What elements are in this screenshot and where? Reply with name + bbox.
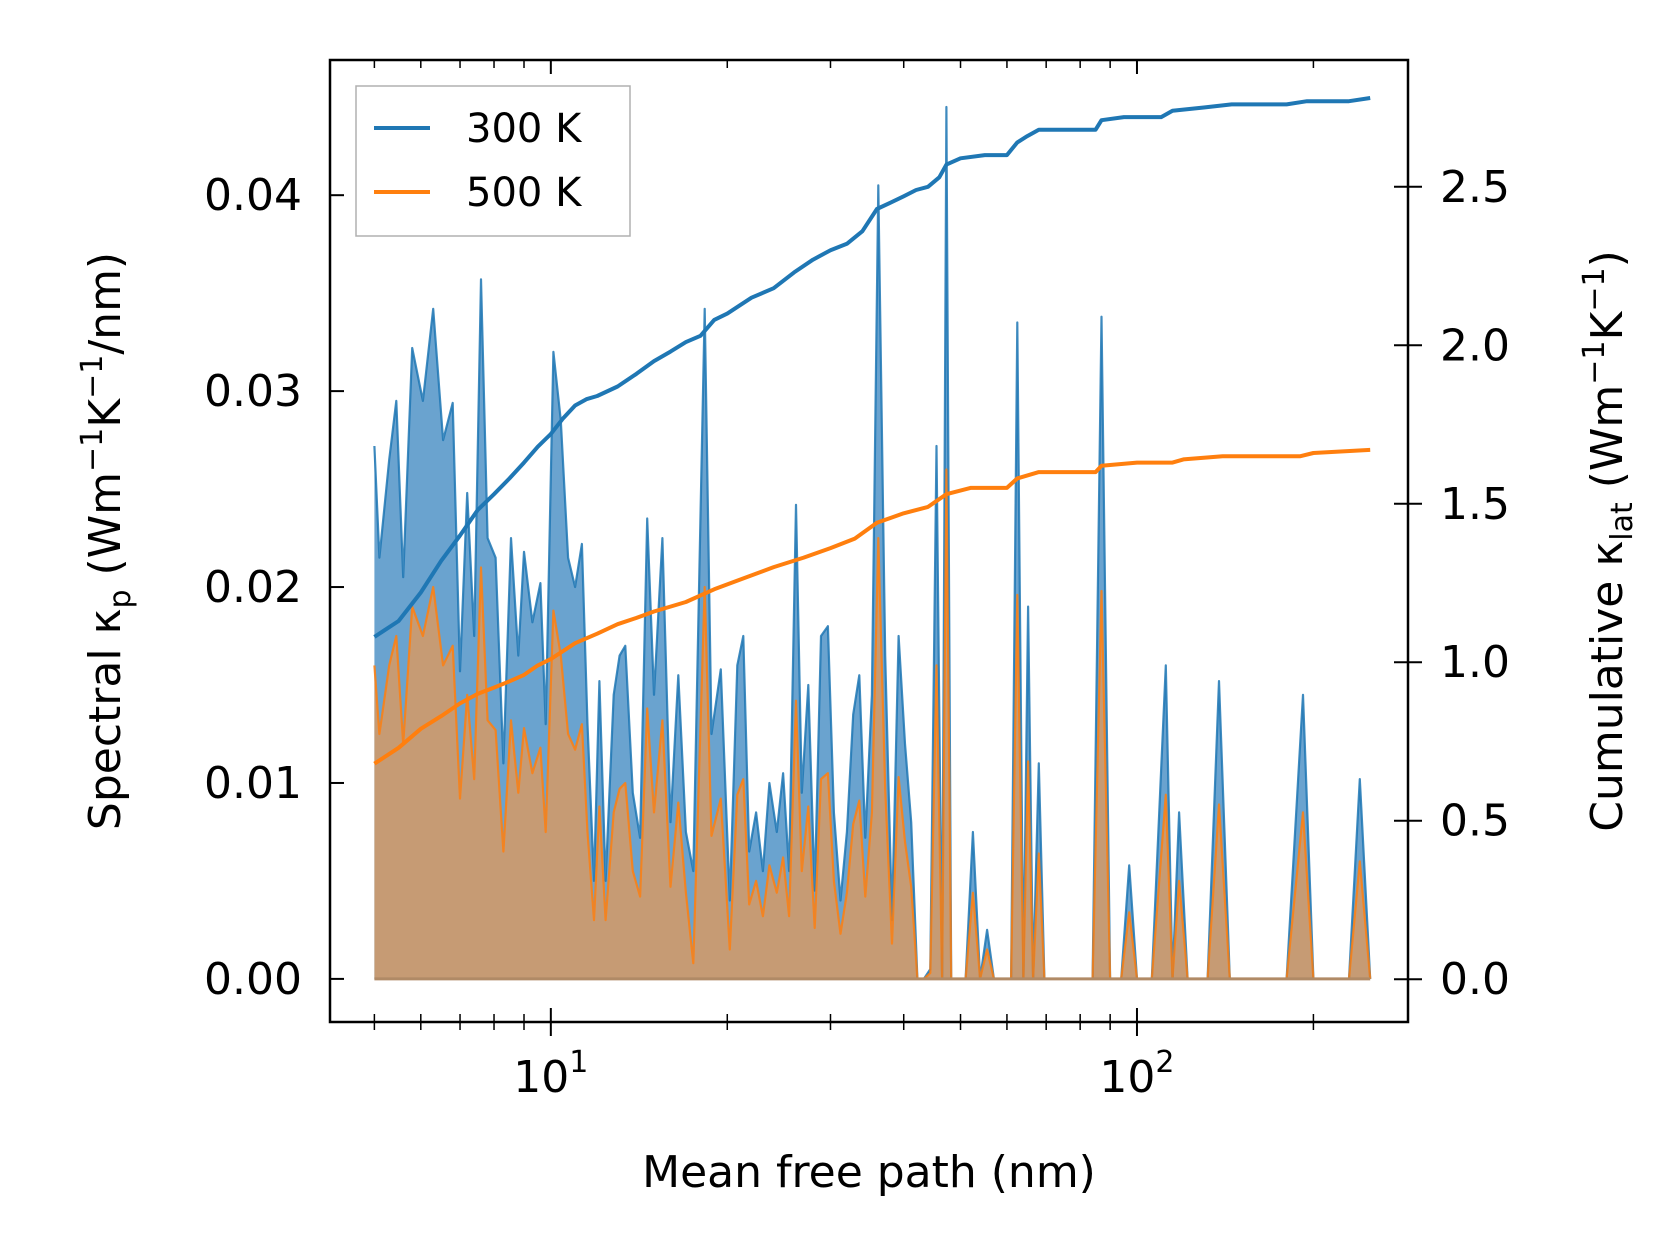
y-axis-title-sup2: −1	[75, 355, 110, 399]
x-tick-label-exponent: 2	[1155, 1045, 1174, 1080]
spectral-area-500k	[374, 469, 1371, 979]
x-axis-title: Mean free path (nm)	[642, 1147, 1096, 1198]
y-axis-title-sub: p	[103, 589, 138, 608]
legend-label-300k: 300 K	[466, 106, 583, 152]
y2-axis-title-tail: )	[1582, 250, 1633, 267]
x-tick-label-10: 101	[513, 1045, 588, 1103]
y2-tick-label-1.5: 1.5	[1440, 479, 1510, 530]
axis-ticks	[330, 60, 1422, 1036]
cumulative-lines	[373, 96, 1371, 766]
y2-axis-title-unit: (Wm	[1582, 385, 1633, 503]
y2-axis-title: Cumulative κlat (Wm−1K−1)	[1577, 250, 1640, 832]
y-axis-title-tail: /nm)	[80, 252, 131, 355]
plot-frame	[328, 58, 1410, 1024]
spectral-lines	[373, 105, 1372, 981]
y-axis-title-main: Spectral κ	[80, 609, 131, 831]
spectral-line-300k	[373, 105, 1372, 981]
y2-axis-title-main: Cumulative κ	[1582, 541, 1633, 832]
y-axis-title-k: K	[80, 398, 131, 428]
y-tick-label-0.01: 0.01	[204, 758, 302, 809]
y2-axis-title-sub: lat	[1605, 502, 1640, 541]
x-tick-label-base: 10	[1099, 1052, 1155, 1103]
y2-tick-label-1.0: 1.0	[1440, 637, 1510, 688]
y2-tick-label-2.0: 2.0	[1440, 320, 1510, 371]
y2-axis-title-k: K	[1582, 310, 1633, 340]
y-tick-label-0.00: 0.00	[204, 954, 302, 1005]
legend-box	[355, 85, 631, 237]
spectral-fills	[374, 107, 1371, 979]
y-tick-label-0.04: 0.04	[204, 170, 302, 221]
cumulative-line-500k	[373, 447, 1371, 766]
y-tick-label-0.02: 0.02	[204, 562, 302, 613]
cumulative-line-300k	[373, 96, 1371, 639]
y2-tick-label-0.5: 0.5	[1440, 796, 1510, 847]
y-axis-title-sup1: −1	[75, 428, 110, 472]
x-tick-label-100: 102	[1099, 1045, 1174, 1103]
y2-tick-label-0.0: 0.0	[1440, 954, 1510, 1005]
y-axis-title-unit: (Wm	[80, 472, 131, 590]
y-axis-title: Spectral κp (Wm−1K−1/nm)	[75, 252, 138, 830]
x-tick-label-exponent: 1	[569, 1045, 588, 1080]
y2-axis-title-sup2: −1	[1577, 267, 1612, 311]
y2-axis-title-sup1: −1	[1577, 340, 1612, 384]
spectral-area-300k	[374, 107, 1371, 979]
y2-tick-label-2.5: 2.5	[1440, 162, 1510, 213]
axis-tick-labels: 0.00 0.01 0.02 0.03 0.04 0.0 0.5 1.0 1.5 2.0 2.5 10…	[204, 162, 1510, 1103]
x-tick-label-base: 10	[513, 1052, 569, 1103]
legend: 300 K 500 K	[355, 85, 631, 237]
legend-label-500k: 500 K	[466, 170, 583, 216]
spectral-line-500k	[373, 468, 1372, 981]
y-tick-label-0.03: 0.03	[204, 366, 302, 417]
